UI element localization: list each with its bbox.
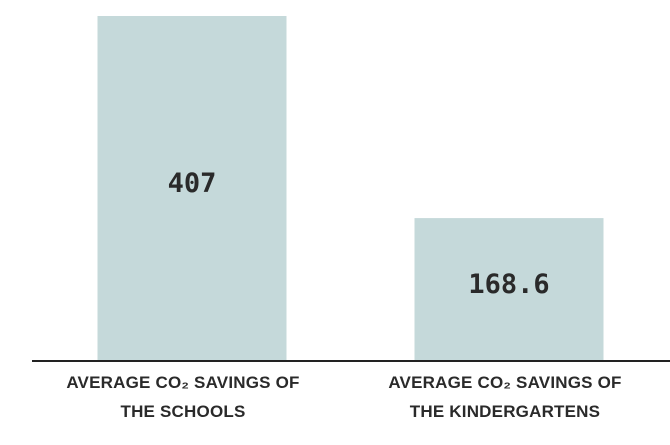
value-label: 407 [168,168,217,199]
bar [414,218,604,361]
bar [97,16,287,361]
category-label: AVERAGE CO₂ SAVINGS OF THE KINDERGARTENS [388,373,622,421]
value-label: 168.6 [468,269,549,300]
category-label: AVERAGE CO₂ SAVINGS OF THE SCHOOLS [66,373,300,421]
